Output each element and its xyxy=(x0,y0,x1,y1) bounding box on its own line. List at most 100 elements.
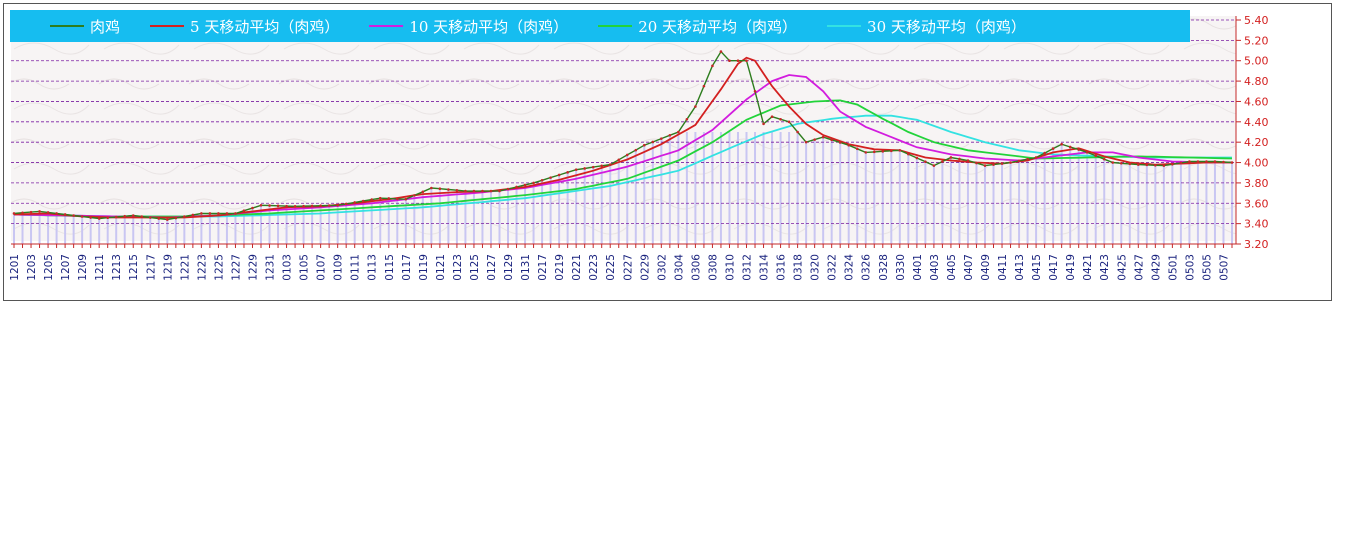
data-point xyxy=(293,205,297,208)
data-point xyxy=(208,212,212,215)
data-point xyxy=(1171,162,1174,166)
x-tick-label: 0411 xyxy=(997,254,1009,281)
line-chart: 3.20 3.40 3.60 3.80 4.00 4.20 4.40 4.60 4.80 5.00… xyxy=(9,14,1269,281)
data-point xyxy=(898,149,902,152)
legend-item-ma10: 10 天移动平均（肉鸡） xyxy=(369,16,568,37)
data-point xyxy=(540,178,544,182)
data-point xyxy=(958,157,961,161)
data-point xyxy=(1000,162,1004,165)
x-tick-label: 0330 xyxy=(895,254,907,281)
x-tick-label: 1203 xyxy=(26,254,38,281)
data-point xyxy=(1102,157,1106,161)
series-line-1 xyxy=(13,56,1232,219)
data-point xyxy=(225,212,229,215)
y-tick-label: 4.20 xyxy=(1244,136,1269,149)
data-point xyxy=(966,159,970,162)
data-point xyxy=(472,189,476,193)
x-tick-label: 0505 xyxy=(1201,254,1213,281)
x-tick-label: 0316 xyxy=(776,254,788,281)
data-point xyxy=(813,138,816,141)
data-point xyxy=(864,151,868,154)
data-point xyxy=(1137,163,1140,166)
x-tick-label: 0328 xyxy=(878,254,890,281)
y-tick-label: 4.40 xyxy=(1244,116,1269,129)
data-point xyxy=(276,204,280,208)
data-point xyxy=(924,160,927,164)
x-tick-label: 0117 xyxy=(401,254,413,281)
data-point xyxy=(46,211,50,214)
y-tick-label: 3.60 xyxy=(1244,197,1269,210)
data-point xyxy=(148,216,152,219)
x-tick-label: 0429 xyxy=(1150,254,1162,281)
x-tick-label: 0427 xyxy=(1133,254,1145,281)
x-tick-label: 0219 xyxy=(554,254,566,281)
x-tick-label: 0314 xyxy=(759,254,771,281)
data-point xyxy=(319,204,322,208)
data-point xyxy=(753,89,757,93)
data-point xyxy=(523,183,527,187)
x-tick-label: 1231 xyxy=(265,254,277,281)
data-point xyxy=(881,150,885,153)
data-point xyxy=(174,216,178,220)
data-point xyxy=(941,160,944,163)
x-tick-label: 0310 xyxy=(724,254,736,281)
x-tick-label: 0322 xyxy=(827,254,839,281)
data-point xyxy=(489,189,493,193)
data-point xyxy=(907,152,910,156)
legend-item-chicken: 肉鸡 xyxy=(50,16,120,37)
x-tick-label: 0131 xyxy=(520,254,532,281)
data-point xyxy=(131,214,135,217)
data-point xyxy=(566,171,569,174)
x-tick-label: 1221 xyxy=(179,254,191,281)
legend-swatch-ma30 xyxy=(827,25,862,27)
data-point xyxy=(234,212,237,215)
data-point xyxy=(625,153,629,157)
x-tick-label: 0109 xyxy=(333,254,345,281)
data-point xyxy=(97,217,101,220)
data-point xyxy=(1111,161,1115,164)
x-tick-label: 0121 xyxy=(435,254,447,281)
data-point xyxy=(515,185,518,189)
y-tick-label: 5.20 xyxy=(1244,34,1269,47)
data-point xyxy=(106,216,109,220)
data-point xyxy=(1213,160,1217,163)
data-point xyxy=(38,210,41,213)
data-point xyxy=(992,163,995,166)
data-point xyxy=(1026,157,1029,161)
legend-label-chicken: 肉鸡 xyxy=(90,17,121,36)
data-point xyxy=(600,164,604,168)
data-point xyxy=(770,115,774,119)
x-tick-label: 0415 xyxy=(1031,254,1043,281)
legend-swatch-chicken xyxy=(50,25,84,27)
data-point xyxy=(574,168,578,171)
x-tick-label: 0503 xyxy=(1184,254,1196,281)
data-point xyxy=(1060,142,1063,146)
data-point xyxy=(1205,160,1208,163)
data-point xyxy=(804,140,808,144)
data-point xyxy=(591,165,595,169)
y-tick-label: 4.80 xyxy=(1244,75,1269,88)
legend-swatch-ma10 xyxy=(369,25,404,27)
legend-swatch-ma20 xyxy=(598,25,633,27)
data-point xyxy=(12,212,16,215)
data-point xyxy=(1222,160,1225,164)
y-tick-label: 4.60 xyxy=(1244,95,1269,108)
data-point xyxy=(1145,163,1149,167)
x-tick-label: 0306 xyxy=(690,254,702,281)
y-tick-label: 5.40 xyxy=(1244,14,1269,27)
data-point xyxy=(55,212,58,215)
x-tick-label: 0125 xyxy=(469,254,481,281)
data-point xyxy=(302,204,305,208)
x-tick-label: 0326 xyxy=(861,254,873,281)
data-point xyxy=(549,176,552,179)
legend-label-ma5: 5 天移动平均（肉鸡） xyxy=(190,17,340,36)
data-point xyxy=(361,199,365,203)
data-point xyxy=(1094,154,1098,158)
data-point xyxy=(72,214,75,217)
data-point xyxy=(668,133,672,137)
x-tick-label: 0501 xyxy=(1167,254,1179,281)
x-tick-label: 1229 xyxy=(247,254,259,281)
y-tick-label: 3.40 xyxy=(1244,218,1269,231)
data-point xyxy=(344,202,348,206)
data-point xyxy=(80,215,84,218)
